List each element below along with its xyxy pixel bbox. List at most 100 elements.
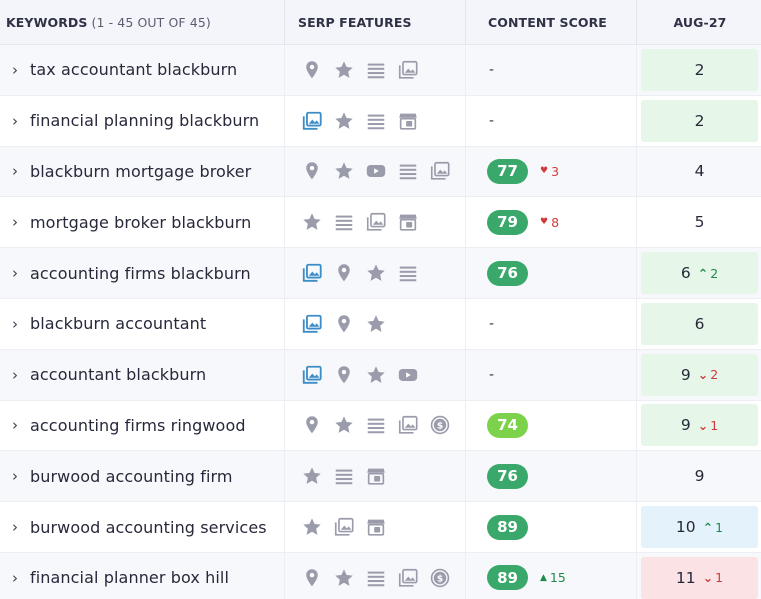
star-icon[interactable]	[332, 566, 355, 589]
table-row[interactable]: › accounting firms blackburn 76 6 ⌃ 2	[0, 248, 761, 299]
rank-box[interactable]: 5	[641, 201, 758, 243]
image-icon[interactable]	[396, 414, 419, 437]
content-score-badge[interactable]: 76	[487, 463, 528, 489]
keyword-text[interactable]: tax accountant blackburn	[30, 60, 238, 80]
dollar-icon[interactable]: $	[428, 414, 451, 437]
dollar-icon[interactable]: $	[428, 566, 451, 589]
rank-box[interactable]: 4	[641, 150, 758, 192]
chevron-right-icon[interactable]: ›	[12, 213, 18, 232]
chevron-right-icon[interactable]: ›	[12, 467, 18, 486]
list-icon[interactable]	[364, 109, 387, 132]
map-pin-icon[interactable]	[300, 566, 323, 589]
chevron-right-icon[interactable]: ›	[12, 111, 18, 130]
map-pin-icon[interactable]	[332, 312, 355, 335]
map-pin-icon[interactable]	[300, 414, 323, 437]
keyword-text[interactable]: accounting firms blackburn	[30, 263, 251, 283]
image-blue-icon[interactable]	[300, 109, 323, 132]
star-icon[interactable]	[364, 262, 387, 285]
keywords-column-header[interactable]: KEYWORDS (1 - 45 OUT OF 45)	[0, 0, 285, 44]
chevron-right-icon[interactable]: ›	[12, 162, 18, 181]
keyword-text[interactable]: accounting firms ringwood	[30, 415, 246, 435]
content-score-column-header[interactable]: CONTENT SCORE	[466, 0, 637, 44]
image-blue-icon[interactable]	[300, 262, 323, 285]
map-pin-icon[interactable]	[300, 160, 323, 183]
rank-box[interactable]: 10 ⌃ 1	[641, 506, 758, 549]
table-row[interactable]: › blackburn mortgage broker 77 ♥ 3 4	[0, 146, 761, 198]
rank-box[interactable]: 9 ⌄ 1	[641, 404, 758, 447]
list-icon[interactable]	[364, 58, 387, 81]
table-row[interactable]: › accounting firms ringwood $74 9 ⌄ 1	[0, 400, 761, 452]
image-icon[interactable]	[332, 516, 355, 539]
table-row[interactable]: › accountant blackburn - 9 ⌄ 2	[0, 349, 761, 401]
rank-box[interactable]: 6	[641, 302, 758, 345]
table-row[interactable]: › blackburn accountant - 6	[0, 298, 761, 350]
table-row[interactable]: › burwood accounting firm 76 9	[0, 451, 761, 503]
chevron-right-icon[interactable]: ›	[12, 518, 18, 537]
rank-box[interactable]: 9	[641, 455, 758, 497]
shop-icon[interactable]	[364, 465, 387, 488]
image-icon[interactable]	[364, 211, 387, 234]
rank-box[interactable]: 6 ⌃ 2	[641, 252, 758, 295]
image-icon[interactable]	[396, 58, 419, 81]
star-icon[interactable]	[300, 211, 323, 234]
rank-box[interactable]: 9 ⌄ 2	[641, 353, 758, 396]
keyword-text[interactable]: blackburn mortgage broker	[30, 161, 252, 181]
image-blue-icon[interactable]	[300, 312, 323, 335]
table-row[interactable]: › financial planning blackburn - 2	[0, 95, 761, 147]
chevron-right-icon[interactable]: ›	[12, 60, 18, 79]
map-pin-icon[interactable]	[332, 262, 355, 285]
chevron-right-icon[interactable]: ›	[12, 365, 18, 384]
image-icon[interactable]	[396, 566, 419, 589]
list-icon[interactable]	[396, 262, 419, 285]
rank-box[interactable]: 2	[641, 99, 758, 142]
star-icon[interactable]	[332, 58, 355, 81]
map-pin-icon[interactable]	[332, 363, 355, 386]
star-icon[interactable]	[332, 414, 355, 437]
content-score-badge[interactable]: 89	[487, 514, 528, 540]
keyword-text[interactable]: blackburn accountant	[30, 314, 207, 334]
list-icon[interactable]	[332, 211, 355, 234]
list-icon[interactable]	[332, 465, 355, 488]
shop-icon[interactable]	[396, 211, 419, 234]
rank-box[interactable]: 11 ⌄ 1	[641, 556, 758, 599]
table-row[interactable]: › mortgage broker blackburn 79 ♥ 8 5	[0, 197, 761, 249]
shop-icon[interactable]	[364, 516, 387, 539]
keyword-text[interactable]: financial planning blackburn	[30, 111, 260, 131]
content-score-badge[interactable]: 89	[487, 565, 528, 591]
image-blue-icon[interactable]	[300, 363, 323, 386]
chevron-right-icon[interactable]: ›	[12, 264, 18, 283]
map-pin-icon[interactable]	[300, 58, 323, 81]
keyword-text[interactable]: burwood accounting firm	[30, 466, 233, 486]
keyword-text[interactable]: burwood accounting services	[30, 517, 267, 537]
serp-features-column-header[interactable]: SERP FEATURES	[285, 0, 466, 44]
list-icon[interactable]	[364, 566, 387, 589]
chevron-right-icon[interactable]: ›	[12, 416, 18, 435]
keyword-cell: › accounting firms ringwood	[0, 400, 285, 451]
content-score-badge[interactable]: 77	[487, 158, 528, 184]
chevron-right-icon[interactable]: ›	[12, 314, 18, 333]
keyword-text[interactable]: accountant blackburn	[30, 365, 207, 385]
star-icon[interactable]	[332, 109, 355, 132]
chevron-right-icon[interactable]: ›	[12, 568, 18, 587]
list-icon[interactable]	[364, 414, 387, 437]
date-column-header[interactable]: AUG-27	[637, 0, 761, 44]
table-row[interactable]: › financial planner box hill $89 ▲ 15 11 ⌄ 1	[0, 552, 761, 599]
star-icon[interactable]	[364, 312, 387, 335]
shop-icon[interactable]	[396, 109, 419, 132]
video-icon[interactable]	[364, 160, 387, 183]
keyword-text[interactable]: financial planner box hill	[30, 568, 230, 588]
star-icon[interactable]	[300, 465, 323, 488]
rank-box[interactable]: 2	[641, 48, 758, 91]
keyword-text[interactable]: mortgage broker blackburn	[30, 212, 252, 232]
list-icon[interactable]	[396, 160, 419, 183]
content-score-badge[interactable]: 79	[487, 209, 528, 235]
star-icon[interactable]	[332, 160, 355, 183]
table-row[interactable]: › tax accountant blackburn - 2	[0, 45, 761, 96]
content-score-badge[interactable]: 74	[487, 412, 528, 438]
star-icon[interactable]	[364, 363, 387, 386]
content-score-badge[interactable]: 76	[487, 260, 528, 286]
star-icon[interactable]	[300, 516, 323, 539]
video-icon[interactable]	[396, 363, 419, 386]
table-row[interactable]: › burwood accounting services 89 10 ⌃ 1	[0, 502, 761, 553]
image-icon[interactable]	[428, 160, 451, 183]
